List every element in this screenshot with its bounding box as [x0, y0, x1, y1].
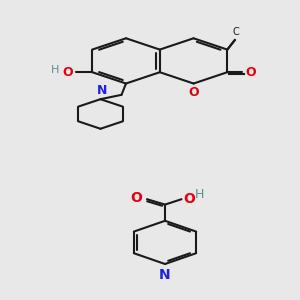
Text: C: C [233, 26, 240, 37]
Text: O: O [183, 192, 195, 206]
Text: N: N [97, 84, 107, 97]
Text: H: H [195, 188, 204, 201]
Text: O: O [130, 191, 142, 205]
Text: H: H [51, 65, 59, 76]
Text: O: O [245, 66, 256, 79]
Text: O: O [62, 66, 73, 79]
Text: O: O [188, 86, 199, 99]
Text: N: N [159, 268, 171, 282]
